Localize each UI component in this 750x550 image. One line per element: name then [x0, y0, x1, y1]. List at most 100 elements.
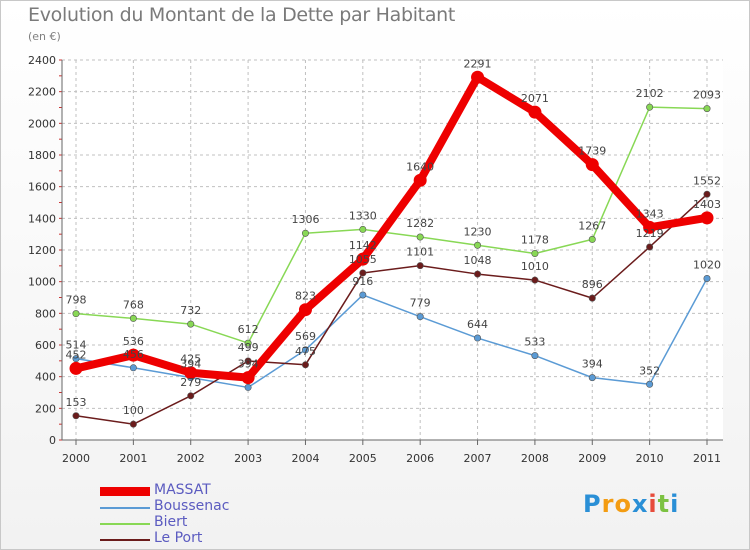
data-label: 452 [66, 348, 87, 361]
y-tick-label: 200 [35, 402, 56, 415]
x-tick-label: 2006 [406, 452, 434, 465]
legend-label: Boussenac [154, 498, 230, 514]
y-tick-label: 1800 [28, 149, 56, 162]
data-point [72, 412, 80, 420]
y-tick-label: 1200 [28, 244, 56, 257]
data-label: 2071 [521, 92, 549, 105]
y-tick-label: 1000 [28, 276, 56, 289]
logo-letter: o [614, 490, 632, 518]
data-label: 2093 [693, 89, 721, 102]
logo-letter: i [670, 490, 680, 518]
legend-label: MASSAT [154, 482, 211, 498]
x-tick-label: 2003 [234, 452, 262, 465]
data-label: 1343 [636, 207, 664, 220]
data-point [474, 334, 482, 342]
data-point [356, 252, 370, 266]
legend-swatch [100, 487, 150, 496]
data-point [588, 235, 596, 243]
data-label: 394 [180, 358, 201, 371]
data-label: 1101 [406, 246, 434, 259]
data-label: 536 [123, 335, 144, 348]
data-label: 916 [352, 275, 373, 288]
series-line-biert [75, 106, 708, 344]
data-label: 394 [582, 358, 603, 371]
legend-label: Biert [154, 514, 188, 530]
y-tick-label: 600 [35, 339, 56, 352]
logo-letter: x [631, 490, 649, 518]
data-point [244, 339, 252, 347]
data-point [301, 361, 309, 369]
data-point [588, 374, 596, 382]
y-tick-label: 2200 [28, 86, 56, 99]
x-tick-label: 2001 [119, 452, 147, 465]
data-label: 475 [295, 345, 316, 358]
data-point [416, 262, 424, 270]
data-point [129, 364, 137, 372]
data-label: 1142 [349, 239, 377, 252]
x-tick-label: 2010 [636, 452, 664, 465]
chart-title: Evolution du Montant de la Dette par Hab… [28, 4, 456, 26]
data-label: 896 [582, 278, 603, 291]
data-label: 1055 [349, 253, 377, 266]
y-tick-label: 1400 [28, 212, 56, 225]
logo-letter: t [657, 490, 671, 518]
data-point [413, 173, 427, 187]
logo-letter: i [648, 490, 658, 518]
data-point [187, 392, 195, 400]
data-label: 425 [180, 353, 201, 366]
data-label: 569 [295, 330, 316, 343]
data-label: 1403 [693, 198, 721, 211]
data-point [416, 313, 424, 321]
data-label: 1020 [693, 259, 721, 272]
data-point [129, 314, 137, 322]
data-label: 100 [123, 404, 144, 417]
data-label: 732 [180, 304, 201, 317]
series-line-boussenac [75, 277, 708, 389]
data-point [187, 320, 195, 328]
data-point [474, 270, 482, 278]
legend-label: Le Port [154, 530, 203, 546]
x-tick-label: 2005 [349, 452, 377, 465]
data-label: 798 [66, 294, 87, 307]
x-tick-label: 2009 [578, 452, 606, 465]
data-label: 1048 [464, 254, 492, 267]
data-label: 1739 [578, 145, 606, 158]
x-tick-label: 2007 [464, 452, 492, 465]
data-point [474, 241, 482, 249]
data-label: 279 [180, 376, 201, 389]
logo-letter: P [583, 490, 602, 518]
data-point [298, 303, 312, 317]
proxiti-logo: Proxiti [583, 490, 679, 518]
data-point [588, 294, 596, 302]
x-tick-label: 2000 [62, 452, 90, 465]
data-label: 644 [467, 318, 488, 331]
data-point [646, 380, 654, 388]
data-label: 612 [238, 323, 259, 336]
data-point [359, 269, 367, 277]
series-line-massat [72, 73, 711, 382]
data-label: 499 [238, 341, 259, 354]
data-point [531, 249, 539, 257]
legend-swatch [100, 539, 150, 541]
data-point [646, 103, 654, 111]
data-point [184, 366, 198, 380]
y-tick-label: 2000 [28, 117, 56, 130]
legend-swatch [100, 507, 150, 509]
data-point [241, 371, 255, 385]
data-label: 1178 [521, 233, 549, 246]
data-point [585, 158, 599, 172]
y-tick-label: 400 [35, 371, 56, 384]
data-label: 2102 [636, 87, 664, 100]
data-point [359, 225, 367, 233]
data-point [244, 357, 252, 365]
y-tick-label: 1600 [28, 181, 56, 194]
data-point [244, 383, 252, 391]
data-point [703, 105, 711, 113]
data-point [531, 352, 539, 360]
data-point [646, 243, 654, 251]
data-point [129, 420, 137, 428]
y-tick-label: 800 [35, 307, 56, 320]
data-point [703, 190, 711, 198]
data-label: 1282 [406, 217, 434, 230]
